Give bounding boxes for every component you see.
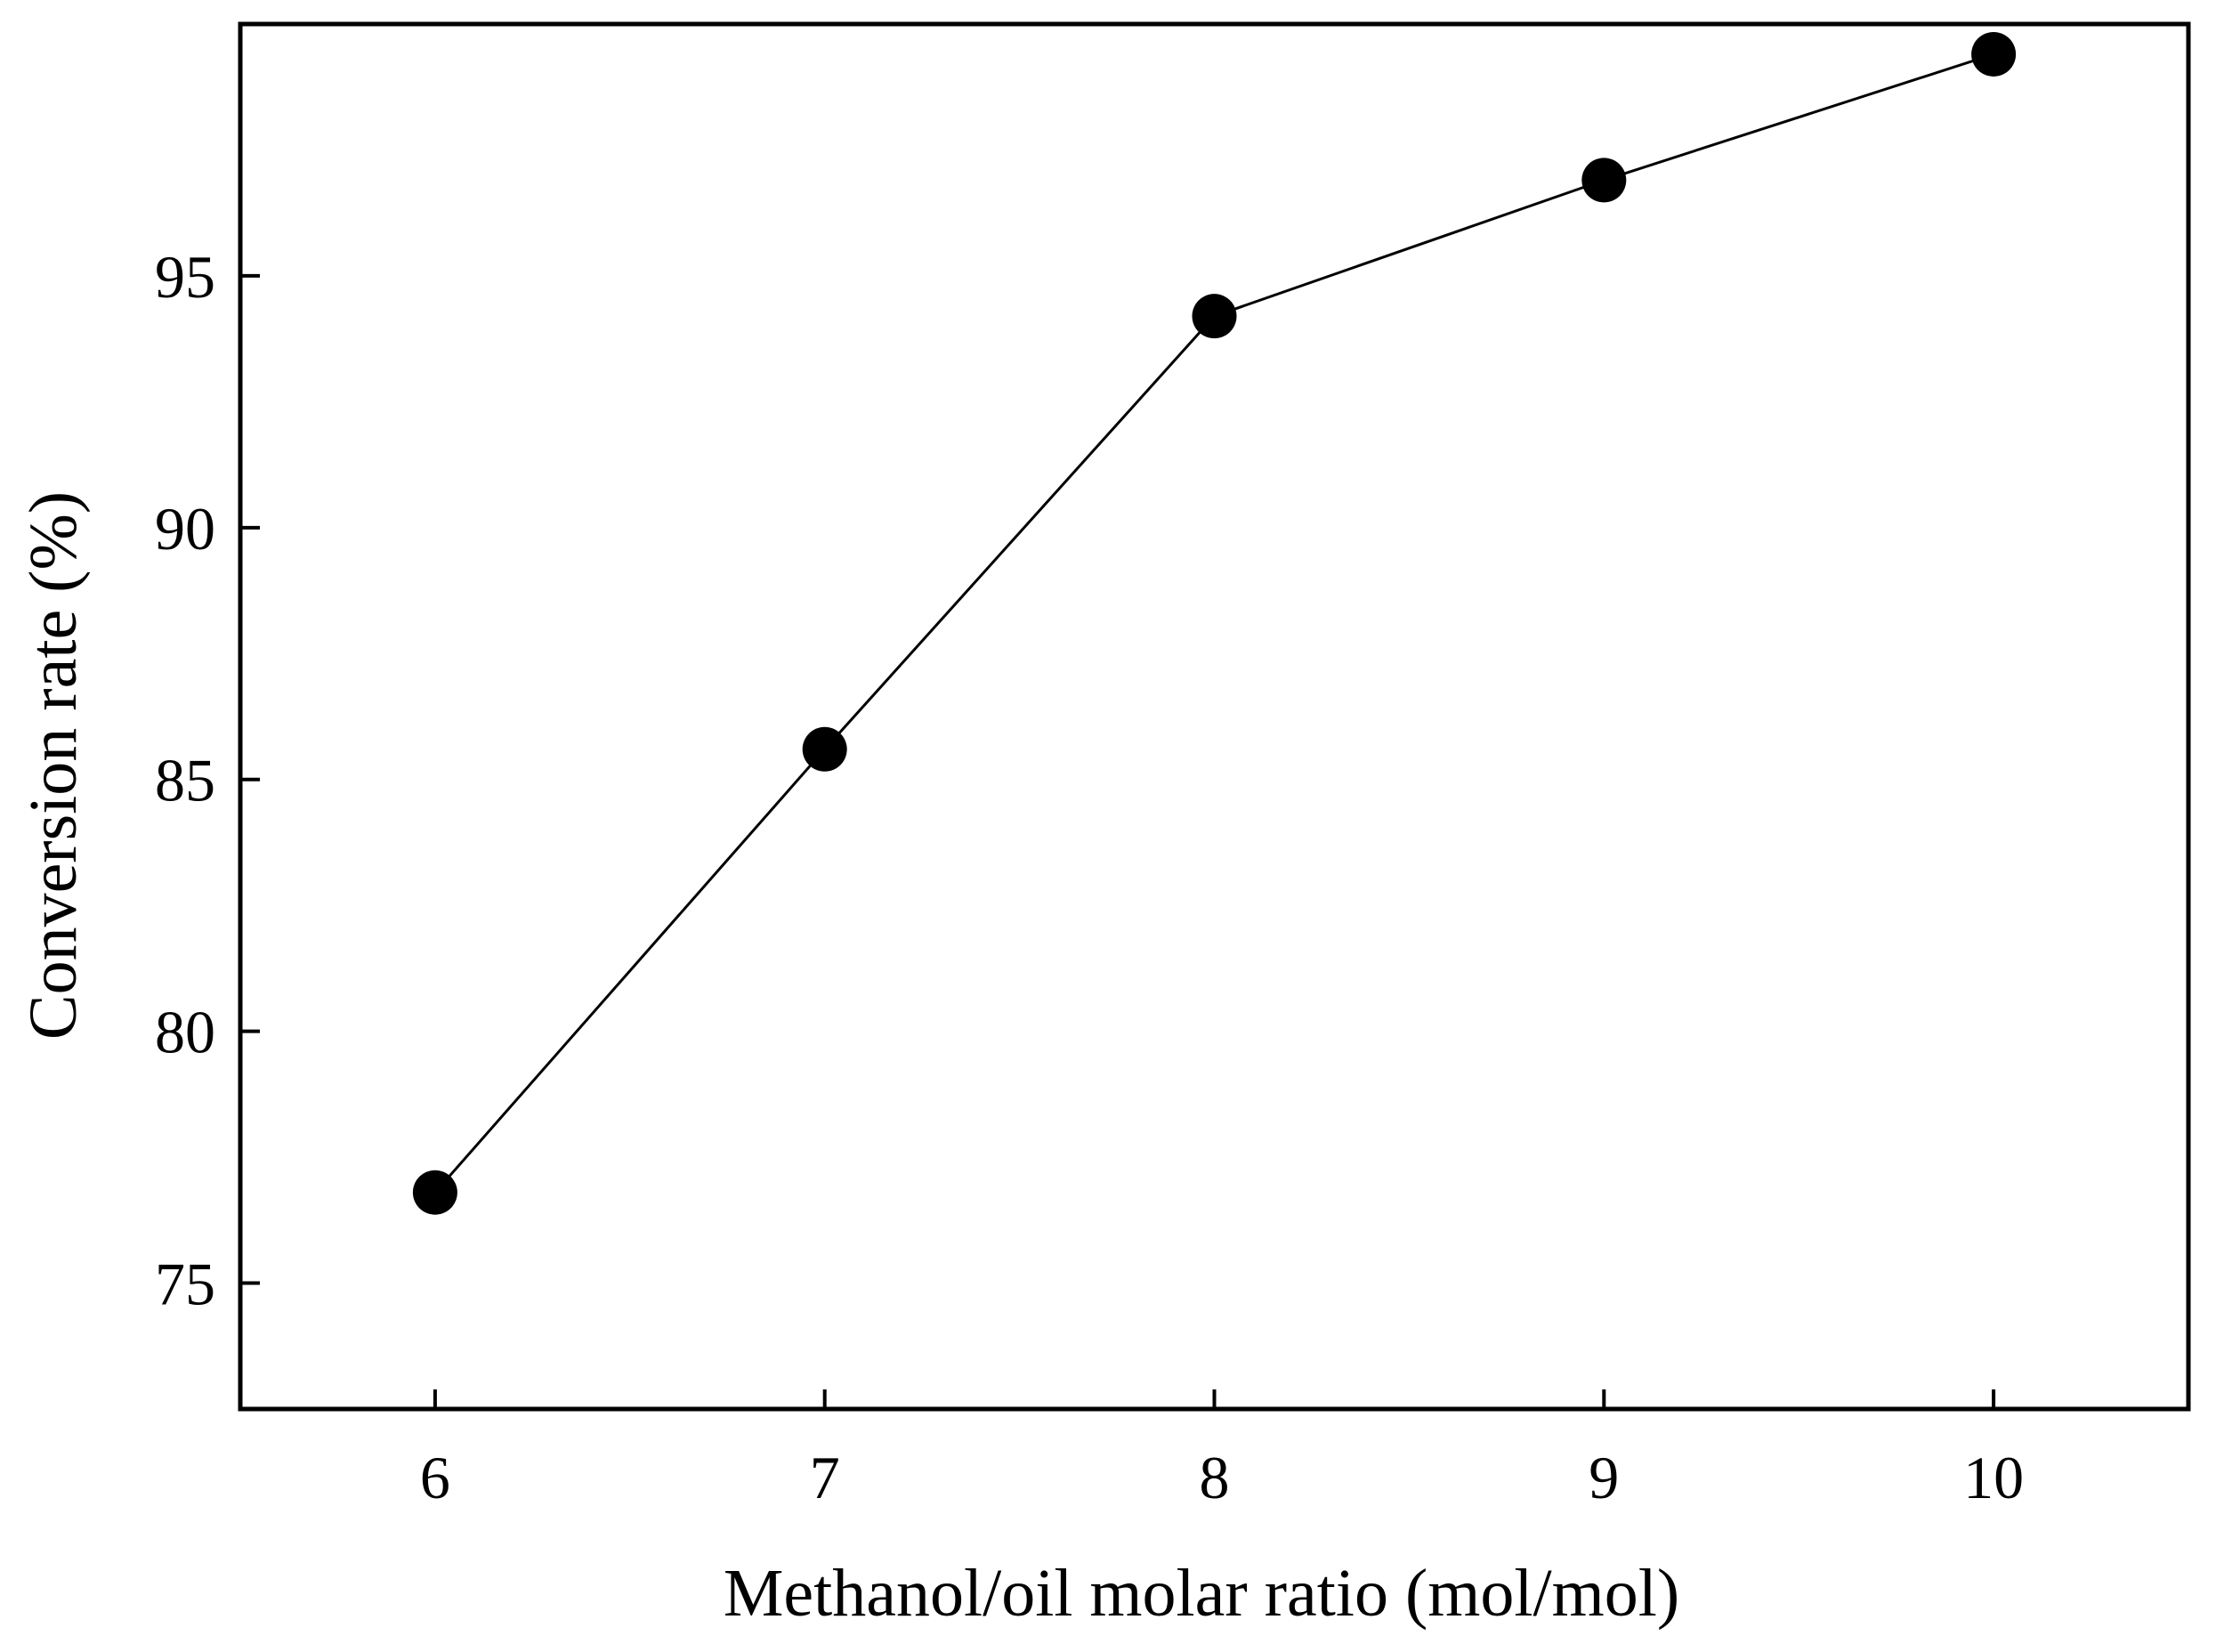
x-tick-label: 6: [420, 1444, 450, 1511]
y-axis: 75 80 85 90 95: [155, 243, 260, 1318]
y-tick-label: 90: [155, 495, 215, 563]
x-axis-title: Methanol/oil molar ratio (mol/mol): [724, 1556, 1679, 1631]
data-point: [1192, 294, 1237, 339]
x-tick-label: 8: [1200, 1444, 1230, 1511]
series-line: [433, 53, 1994, 1194]
plot-frame: [238, 21, 2191, 1412]
x-axis: 6 7 8 9 10: [420, 1389, 2024, 1511]
data-point: [802, 726, 847, 772]
y-tick-label: 95: [155, 243, 215, 311]
y-tick-label: 75: [155, 1251, 215, 1318]
y-tick-label: 80: [155, 999, 215, 1066]
y-tick-label: 85: [155, 747, 215, 814]
data-point: [1971, 31, 2017, 77]
x-tick-label: 10: [1963, 1444, 2024, 1511]
x-tick-label: 7: [810, 1444, 840, 1511]
y-axis-title: Conversion rate (%): [16, 491, 91, 1040]
data-points: [412, 31, 2017, 1215]
data-point: [412, 1170, 457, 1215]
x-tick-label: 9: [1589, 1444, 1619, 1511]
data-point: [1581, 158, 1627, 203]
